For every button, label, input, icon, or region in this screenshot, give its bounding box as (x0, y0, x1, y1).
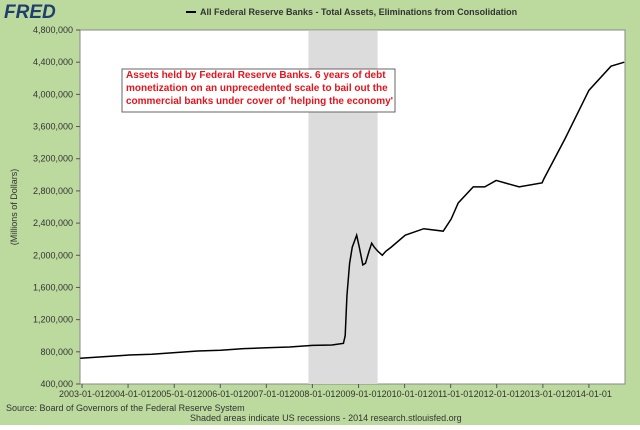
x-tick-label: 2005-01-01 (151, 389, 197, 399)
y-tick-label: 2,000,000 (33, 250, 73, 260)
x-tick-label: 2004-01-01 (105, 389, 151, 399)
x-tick-label: 2008-01-01 (289, 389, 335, 399)
x-tick-label: 2007-01-01 (243, 389, 289, 399)
annotation: commercial banks under cover of 'helping… (126, 96, 393, 107)
y-tick-label: 4,400,000 (33, 57, 73, 67)
x-tick-label: 2010-01-01 (382, 389, 428, 399)
x-tick-label: 2012-01-01 (474, 389, 520, 399)
x-tick-label: 2006-01-01 (197, 389, 243, 399)
x-tick-label: 2011-01-01 (428, 389, 473, 399)
annotation: Assets held by Federal Reserve Banks. 6 … (126, 70, 386, 81)
y-tick-label: 4,800,000 (33, 25, 73, 35)
y-tick-label: 3,200,000 (33, 154, 73, 164)
x-tick-label: 2009-01-01 (336, 389, 382, 399)
x-tick-label: 2013-01-01 (520, 389, 566, 399)
footer: Shaded areas indicate US recessions - 20… (190, 413, 462, 423)
logo: FRED (4, 2, 56, 23)
chart-title: All Federal Reserve Banks - Total Assets… (200, 7, 517, 17)
y-tick-label: 1,600,000 (33, 282, 73, 292)
y-tick-label: 2,800,000 (33, 186, 73, 196)
y-tick-label: 400,000 (40, 379, 73, 389)
x-tick-label: 2003-01-01 (59, 389, 105, 399)
annotation: monetization on an unprecedented scale t… (126, 83, 388, 94)
source: Source: Board of Governors of the Federa… (6, 403, 245, 413)
y-tick-label: 800,000 (40, 347, 73, 357)
y-tick-label: 2,400,000 (33, 218, 73, 228)
y-tick-label: 3,600,000 (33, 122, 73, 132)
y-tick-label: 4,000,000 (33, 89, 73, 99)
y-tick-label: 1,200,000 (33, 315, 73, 325)
annotation-box (121, 68, 396, 113)
y-axis-label: (Millions of Dollars) (9, 169, 19, 246)
series-line (80, 61, 625, 359)
x-tick-label: 2014-01-01 (566, 389, 612, 399)
